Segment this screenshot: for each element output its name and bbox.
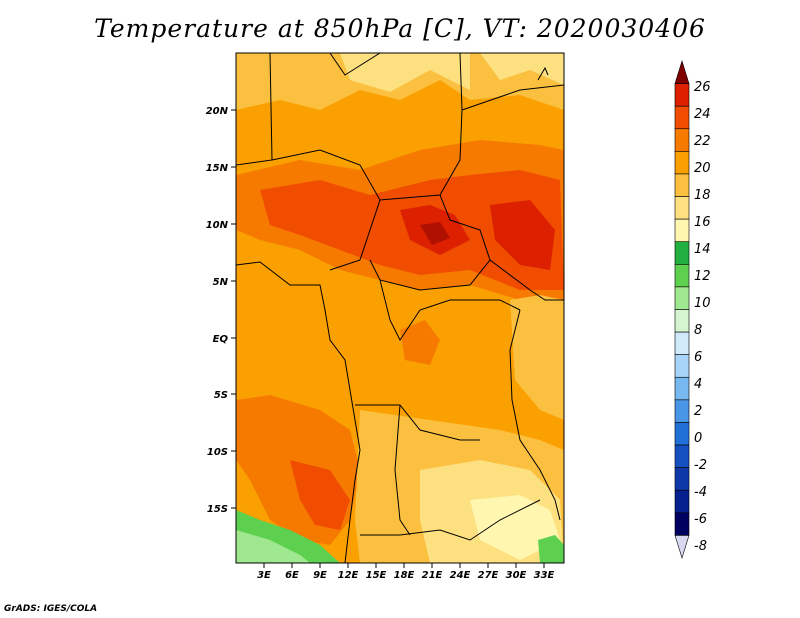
colorbar-label: 26	[694, 80, 711, 95]
field-south-14	[470, 495, 560, 560]
colorbar-swatch	[674, 399, 690, 423]
country-borders	[236, 53, 564, 563]
field-core-26b	[490, 200, 555, 270]
colorbar-swatch	[674, 218, 690, 243]
colorbar-label: 10	[694, 296, 711, 311]
lat-label: 10S	[207, 447, 228, 458]
lat-label: 15N	[206, 163, 229, 174]
border-f	[461, 84, 564, 111]
colorbar-swatches	[674, 59, 690, 560]
border-j	[360, 499, 541, 541]
lon-label: 6E	[285, 570, 299, 581]
border-l	[329, 53, 381, 76]
colorbar-swatch	[674, 173, 690, 197]
colorbar-label: 8	[694, 323, 702, 338]
field-north-16a	[340, 53, 470, 92]
colorbar-label: -6	[694, 512, 707, 527]
colorbar-label: -8	[694, 539, 707, 554]
lat-label: 15S	[207, 504, 228, 515]
colorbar: 26 24 22 20 18 16 14 12 10 8 6 4 2 0 -2 …	[674, 59, 711, 560]
border-h	[355, 404, 480, 441]
lon-label: 30E	[506, 570, 527, 581]
field-north-16b	[480, 53, 564, 85]
colorbar-swatch	[674, 59, 690, 84]
colorbar-label: -4	[694, 485, 707, 500]
colorbar-swatch	[674, 535, 690, 560]
border-c	[379, 53, 463, 201]
colorbar-swatch	[674, 444, 690, 468]
lon-label: 24E	[450, 570, 471, 581]
border-d	[369, 194, 491, 291]
colorbar-swatch	[674, 196, 690, 220]
colorbar-swatch	[674, 309, 690, 333]
field-south-24	[290, 460, 350, 530]
lon-label: 12E	[338, 570, 359, 581]
colorbar-label: 4	[694, 377, 702, 392]
border-g	[489, 259, 564, 301]
colorbar-label: 0	[694, 431, 702, 446]
credit-text: GrADS: IGES/COLA	[4, 604, 98, 614]
border-i	[509, 309, 561, 521]
lon-axis: 3E 6E 9E 12E 15E 18E 21E 24E 27E 30E 33E	[257, 563, 555, 581]
field-green-c	[538, 535, 564, 563]
colorbar-label: -2	[694, 458, 707, 473]
temperature-field	[236, 53, 564, 563]
lon-label: 21E	[422, 570, 443, 581]
colorbar-swatch	[674, 286, 690, 310]
colorbar-swatch	[674, 105, 690, 130]
colorbar-swatch	[674, 354, 690, 378]
colorbar-label: 6	[694, 350, 702, 365]
chart-title: Temperature at 850hPa [C], VT: 202003040…	[94, 14, 706, 43]
colorbar-swatch	[674, 331, 690, 355]
colorbar-label: 24	[694, 107, 711, 122]
field-core-hot	[420, 222, 450, 245]
lon-label: 15E	[366, 570, 387, 581]
lon-label: 27E	[478, 570, 499, 581]
colorbar-label: 14	[694, 242, 711, 257]
lon-label: 18E	[394, 570, 415, 581]
lat-label: 20N	[206, 106, 229, 117]
colorbar-swatch	[674, 241, 690, 265]
colorbar-label: 18	[694, 188, 711, 203]
field-east-18	[510, 295, 564, 420]
colorbar-label: 20	[694, 161, 711, 176]
colorbar-label: 12	[694, 269, 711, 284]
lon-label: 9E	[313, 570, 327, 581]
colorbar-label: 22	[694, 134, 711, 149]
colorbar-swatch	[674, 151, 690, 175]
colorbar-label: 2	[694, 404, 702, 419]
lat-label: EQ	[213, 334, 229, 345]
border-k	[394, 404, 411, 536]
map-frame	[235, 52, 565, 564]
colorbar-label: 16	[694, 215, 711, 230]
field-green-b	[236, 530, 310, 563]
colorbar-swatch	[674, 264, 690, 288]
lon-label: 33E	[534, 570, 555, 581]
lat-axis: 20N 15N 10N 5N EQ 5S 10S 15S	[206, 106, 236, 515]
colorbar-swatch	[674, 512, 690, 536]
colorbar-swatch	[674, 422, 690, 446]
colorbar-swatch	[674, 83, 690, 107]
lon-label: 3E	[257, 570, 271, 581]
lat-label: 10N	[206, 220, 229, 231]
colorbar-swatch	[674, 128, 690, 152]
lat-label: 5N	[213, 277, 229, 288]
colorbar-swatch	[674, 376, 690, 401]
colorbar-swatch	[674, 467, 690, 491]
lat-label: 5S	[214, 390, 228, 401]
colorbar-swatch	[674, 489, 690, 514]
coastline-west	[236, 261, 361, 563]
field-central-22	[400, 320, 440, 365]
border-e	[379, 279, 521, 341]
border-m	[537, 66, 549, 81]
